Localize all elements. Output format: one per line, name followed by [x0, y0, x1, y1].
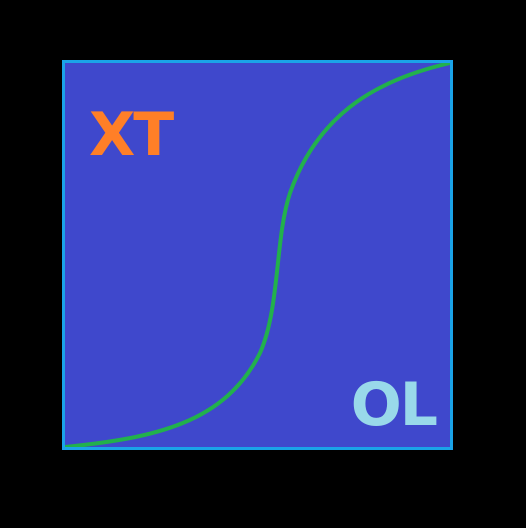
top-left-label: XT: [89, 100, 174, 170]
square-panel: XT OL: [62, 60, 453, 450]
bottom-right-label: OL: [350, 370, 438, 440]
s-curve-line: [65, 63, 450, 447]
